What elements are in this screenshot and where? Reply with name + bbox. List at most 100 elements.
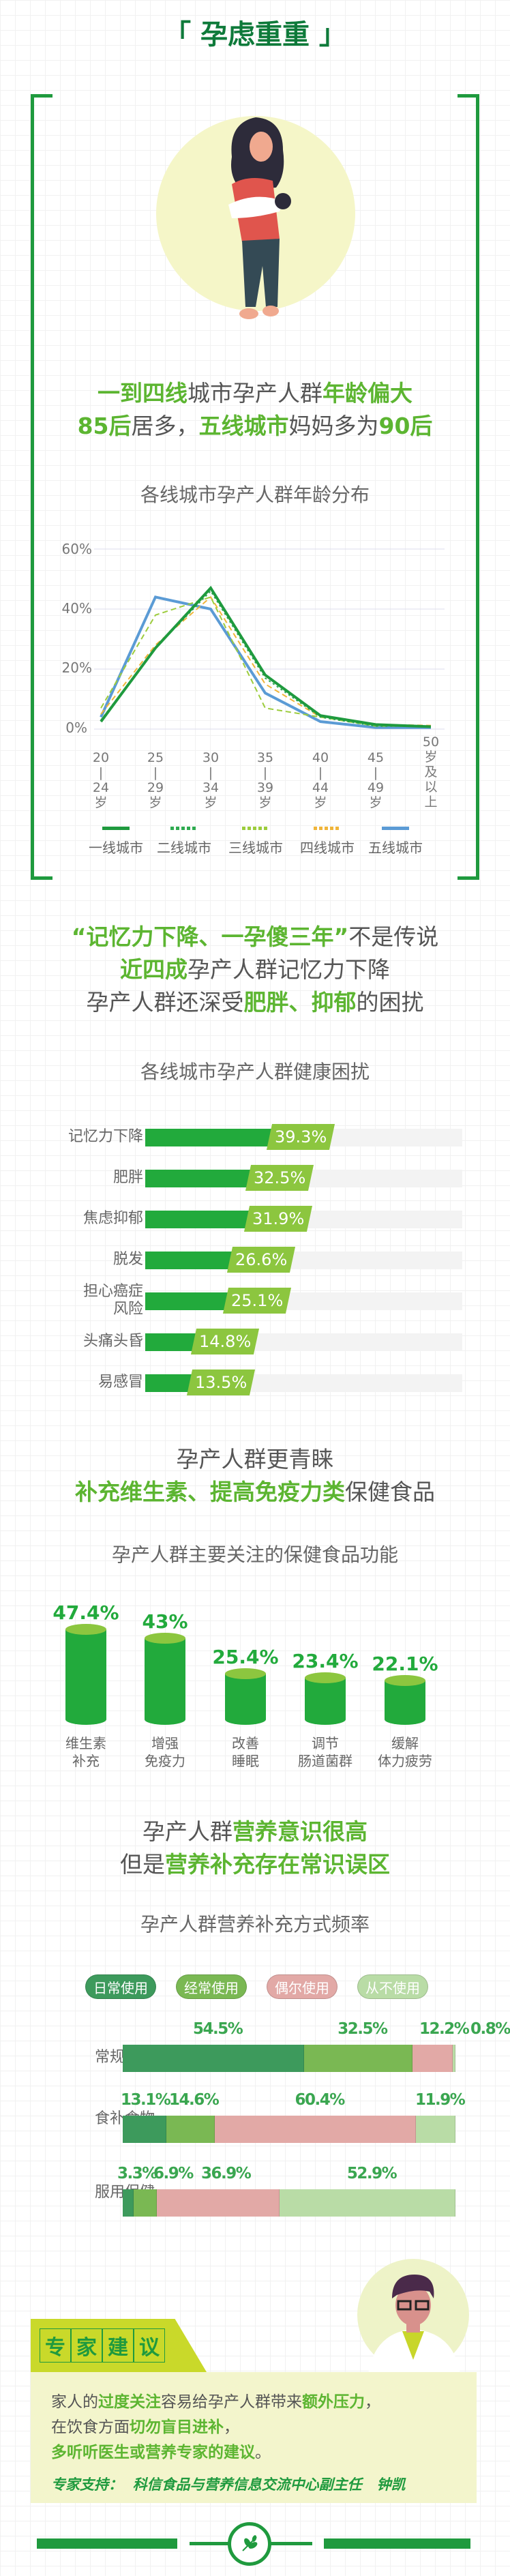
value-badge: 31.9% [243, 1206, 312, 1232]
advice-line: 在饮食方面切勿盲目进补， [51, 2415, 456, 2440]
legend-item: 一线城市 [85, 827, 147, 857]
bar-label-line: 担心癌症 [82, 1283, 143, 1300]
x-tick-line: 24 [92, 780, 110, 795]
series-line [100, 595, 431, 729]
category-label: 维生素 补充 [35, 1734, 137, 1770]
headline-line: 一到四线城市孕产人群年龄偏大 [0, 377, 510, 410]
legend-swatch [242, 827, 269, 830]
bar-label-line: 肥胖 [112, 1169, 143, 1186]
segment-value-label: 14.6% [169, 2091, 220, 2109]
frame-right-bracket [457, 94, 479, 880]
legend-item: 三线城市 [225, 827, 286, 857]
bar-label: 易感冒 [41, 1368, 143, 1397]
text: 孕产人群更青睐 [176, 1446, 334, 1472]
x-tick-line: 及 [424, 765, 438, 780]
bar-label-line: 头痛头昏 [82, 1333, 143, 1350]
health-bar-row: 头痛头昏 14.8% [41, 1327, 477, 1356]
headline-line: 近四成孕产人群记忆力下降 [0, 953, 510, 986]
bar-segment [412, 2045, 453, 2072]
value-label: 14.8% [198, 1332, 252, 1351]
bar-segment [123, 2045, 304, 2072]
y-tick: 0% [65, 720, 87, 736]
highlight-text: 年龄偏大 [322, 380, 412, 406]
value-label: 25.1% [230, 1291, 283, 1310]
x-tick-line: 50 [422, 735, 440, 750]
text: ， [365, 2393, 380, 2411]
text: ， [224, 2418, 239, 2436]
x-tick-label: 45 | 49 岁 [362, 750, 389, 810]
category-label: 增强 免疫力 [114, 1734, 216, 1770]
text: 家人的 [51, 2393, 98, 2411]
bar-segment [215, 2116, 416, 2143]
x-tick-label: 40 | 44 岁 [307, 750, 334, 810]
highlight-text: 营养意识很高 [232, 1818, 368, 1845]
x-tick-line: 49 [367, 780, 385, 795]
headline-line: 孕产人群更青睐 [0, 1443, 510, 1476]
cylinder-bar: 25.4% 改善 睡眠 [212, 1646, 278, 1769]
series-line [100, 585, 432, 728]
value-badge: 13.5% [187, 1370, 256, 1395]
segment-value-label: 36.9% [201, 2165, 252, 2182]
cylinder-body [145, 1638, 185, 1725]
advice-line: 家人的过度关注容易给孕产人群带来额外压力， [51, 2390, 456, 2415]
cylinder-body [65, 1629, 106, 1725]
value-label: 26.6% [235, 1250, 288, 1269]
highlight-text: 90后 [378, 413, 433, 439]
legend-pill-1: 日常使用 [85, 1974, 156, 1999]
category-label: 改善 睡眠 [194, 1734, 297, 1770]
bar-label: 焦虑抑郁 [41, 1204, 143, 1233]
advice-line: 多听听医生或营养专家的建议。 [51, 2440, 456, 2466]
expert-header-char: 建 [102, 2328, 134, 2363]
highlight-text: 一到四线 [97, 380, 188, 406]
bar-segment [156, 2189, 280, 2217]
x-tick-line: 44 [312, 780, 329, 795]
bar-label-text: 肥胖 [113, 1169, 143, 1187]
x-tick-line: 岁 [314, 795, 327, 810]
cylinder-body [305, 1677, 346, 1725]
legend-swatch [170, 827, 198, 830]
cylinder-top [65, 1624, 106, 1635]
bar-fill [145, 1170, 264, 1187]
value-badge: 14.8% [190, 1329, 260, 1354]
bar-segment [303, 2045, 412, 2072]
value-label: 22.1% [372, 1652, 438, 1675]
frequency-chart-title: 孕产人群营养补充方式频率 [140, 1913, 370, 1936]
value-badge: 32.5% [245, 1165, 314, 1191]
highlight-text: 近四成 [120, 956, 188, 983]
x-tick-line: | [373, 765, 378, 780]
legend-label: 四线城市 [300, 840, 355, 856]
x-tick-label: 30 | 34 岁 [197, 750, 224, 810]
cylinder-top [145, 1633, 185, 1644]
segment-value-label: 11.9% [415, 2091, 466, 2109]
highlight-text: 多听听医生或营养专家的建议 [51, 2444, 255, 2461]
category-line: 调节 [312, 1734, 339, 1751]
bar-segment [279, 2189, 455, 2217]
bracket-close: 」 [310, 19, 346, 50]
bar-label-line: 焦虑抑郁 [82, 1210, 143, 1227]
segment-value-label: 52.9% [346, 2165, 397, 2182]
highlight-text: 肥胖、抑郁 [243, 989, 357, 1016]
text: 孕产人群 [142, 1818, 232, 1845]
expert-advice-box: 家人的过度关注容易给孕产人群带来额外压力， 在饮食方面切勿盲目进补， 多听听医生… [31, 2372, 477, 2503]
health-bar-row: 记忆力下降 39.3% [41, 1123, 477, 1151]
stacked-row: 常规饮食54.5%32.5%12.2%0.8% [38, 2020, 510, 2072]
value-label: 47.4% [52, 1601, 119, 1625]
category-line: 增强 [151, 1734, 179, 1751]
text: 不是传说 [348, 923, 439, 950]
headline-line: 补充维生素、提高免疫力类保健食品 [0, 1476, 510, 1509]
bar-label-line: 脱发 [112, 1251, 143, 1268]
segment-value-label: 12.2% [419, 2020, 470, 2038]
category-line: 维生素 [65, 1734, 106, 1751]
headline-line: 孕产人群营养意识很高 [0, 1816, 510, 1848]
bar-label-text: 焦虑抑郁 [83, 1210, 143, 1228]
bar-label-text: 易感冒 [98, 1374, 143, 1391]
highlight-text: “记忆力下降、一孕傻三年” [71, 923, 349, 950]
segment-value-label: 3.3% [117, 2165, 158, 2182]
section3-headline: 孕产人群更青睐 补充维生素、提高免疫力类保健食品 [0, 1443, 510, 1509]
text: 保健食品 [345, 1479, 435, 1505]
page-title: 「 孕虑重重 」 [164, 19, 346, 50]
leaf-logo-icon [228, 2522, 271, 2566]
bar-segment [134, 2189, 157, 2217]
headline-line: 但是营养补充存在常识误区 [0, 1848, 510, 1881]
value-badge: 39.3% [266, 1124, 335, 1150]
